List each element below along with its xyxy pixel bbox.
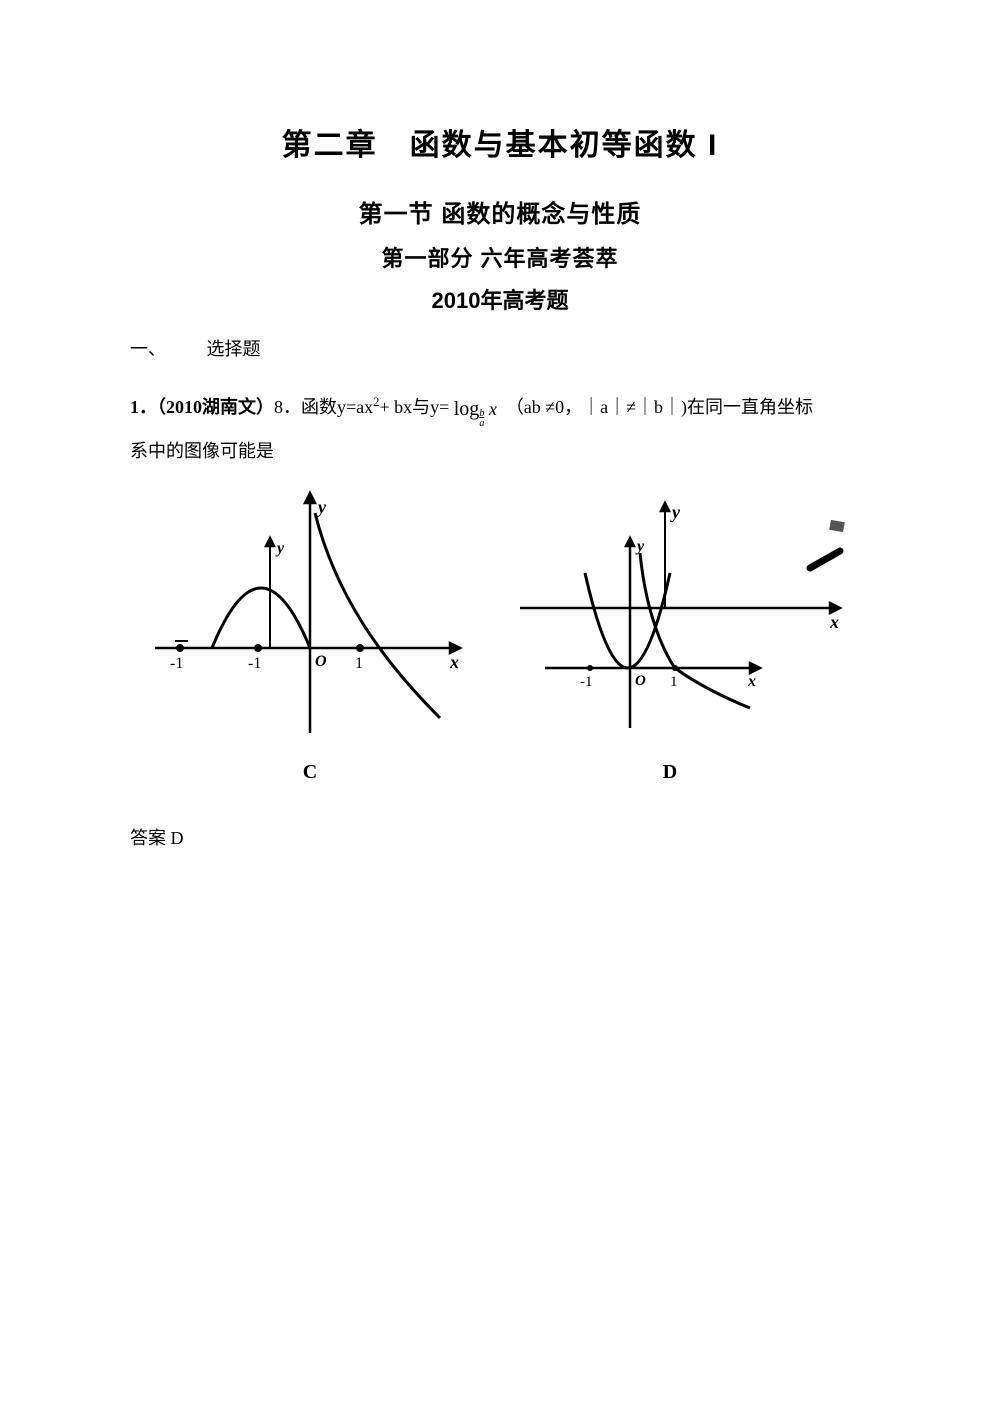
fig-d-pos1: 1 — [670, 674, 678, 690]
answer-label: 答案 — [130, 828, 166, 848]
fig-d-x-label-outer: x — [829, 612, 839, 632]
figure-d-svg: y y x x -1 1 O — [490, 483, 850, 743]
fig-c-origin: O — [315, 653, 327, 670]
question-number: 1． — [130, 397, 157, 417]
question-condition: （ab ≠0，｜a｜≠｜b｜)在同一直角坐标 — [506, 397, 813, 417]
log-text: log — [454, 398, 480, 420]
fig-c-y-label-inner: y — [275, 540, 285, 557]
question-text-2: + bx与y= — [379, 397, 453, 417]
chapter-title: 第二章 函数与基本初等函数 I — [130, 120, 870, 164]
section-text: 选择题 — [207, 339, 261, 359]
section-number: 一、 — [130, 335, 166, 361]
fig-c-y-label: y — [316, 497, 327, 517]
figures-row: y y x -1 -1 1 O C — [130, 483, 870, 784]
fig-c-pos1: 1 — [355, 655, 363, 672]
fig-d-y-label-outer: y — [670, 502, 681, 522]
figure-c-svg: y y x -1 -1 1 O — [150, 483, 470, 743]
fig-d-neg1: -1 — [580, 674, 593, 690]
fig-d-x-label: x — [747, 673, 756, 690]
figure-d-wrap: y y x x -1 1 O D — [490, 483, 850, 784]
question-source: （2010湖南文） — [157, 397, 274, 417]
section-heading: 一、 选择题 — [130, 335, 870, 361]
fig-c-neg1: -1 — [248, 655, 261, 672]
log-arg: x — [489, 399, 497, 419]
answer-line: 答案 D — [130, 824, 870, 850]
fig-d-origin: O — [635, 673, 646, 689]
section-title: 第一节 函数的概念与性质 — [130, 194, 870, 229]
part-title: 第一部分 六年高考荟萃 — [130, 241, 870, 273]
figure-d-label: D — [663, 761, 677, 784]
log-base: ba — [479, 409, 484, 429]
question-text-1: 8．函数y=ax — [274, 397, 373, 417]
figure-c-label: C — [303, 761, 317, 784]
question-1: 1．（2010湖南文）8．函数y=ax2+ bx与y= logba x （ab … — [130, 389, 870, 429]
fig-c-x-label: x — [449, 652, 459, 672]
fig-c-neg1-outer: -1 — [170, 655, 183, 672]
answer-value: D — [171, 828, 184, 848]
fig-d-y-label: y — [635, 538, 645, 555]
year-title: 2010年高考题 — [130, 283, 870, 315]
figure-c-wrap: y y x -1 -1 1 O C — [150, 483, 470, 784]
log-expression: logba x — [454, 389, 497, 429]
question-tail: 系中的图像可能是 — [130, 437, 870, 463]
